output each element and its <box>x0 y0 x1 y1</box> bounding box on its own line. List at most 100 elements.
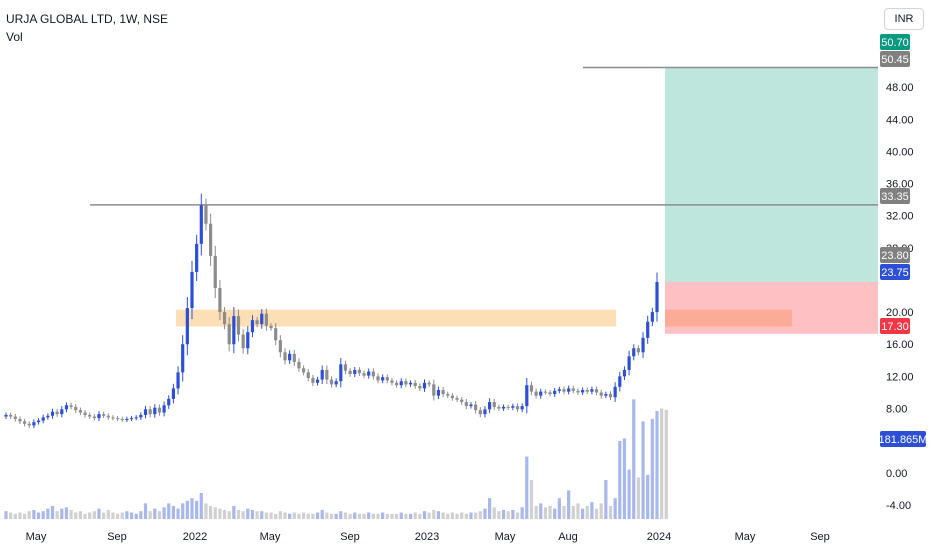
candle <box>222 312 227 325</box>
candle <box>478 410 482 415</box>
volume-bar <box>646 474 650 519</box>
candle <box>367 371 371 376</box>
candle <box>483 409 487 415</box>
volume-bar <box>427 512 431 519</box>
x-tick-label: May <box>260 531 281 543</box>
candle <box>264 313 268 326</box>
volume-bar <box>92 511 96 519</box>
volume-bar <box>525 456 529 519</box>
volume-bar <box>590 502 594 519</box>
candle <box>143 409 148 415</box>
candle <box>18 418 22 422</box>
volume-bar <box>23 513 27 519</box>
volume-bar <box>297 513 301 519</box>
candle <box>241 334 245 349</box>
x-tick-label: May <box>26 531 47 543</box>
candle <box>539 391 543 396</box>
candle <box>622 369 627 377</box>
volume-bar <box>18 512 22 519</box>
price-tag <box>880 318 910 334</box>
volume-bar <box>134 513 138 519</box>
volume-bar <box>641 421 645 519</box>
support-zone <box>176 309 616 327</box>
volume-bar <box>567 490 571 519</box>
candle <box>446 394 450 396</box>
volume-bar <box>343 512 348 519</box>
volume-bar <box>264 512 268 519</box>
x-tick-label: Sep <box>107 531 127 543</box>
candle <box>148 409 152 415</box>
currency-button[interactable]: INR <box>884 8 924 30</box>
candle <box>353 369 357 374</box>
candle <box>585 390 589 392</box>
y-tick-label: -4.00 <box>886 500 911 512</box>
volume-bar <box>218 508 222 519</box>
candle <box>227 324 231 345</box>
price-tag-label: 23.80 <box>881 250 909 262</box>
volume-bar <box>153 508 157 519</box>
candle <box>608 394 613 398</box>
volume-bar <box>362 513 366 519</box>
y-tick-label: 32.00 <box>886 211 914 223</box>
volume-bar <box>655 411 659 519</box>
volume-bar <box>325 512 329 519</box>
volume-bar <box>553 508 557 519</box>
candle <box>567 388 571 392</box>
volume-bar <box>618 441 622 519</box>
volume-bar <box>199 493 203 519</box>
volume-bar <box>399 512 403 519</box>
candle <box>297 361 301 369</box>
candle <box>511 406 515 408</box>
candle <box>376 376 380 381</box>
candle <box>181 344 185 373</box>
volume-bar <box>185 500 189 519</box>
volume-bar <box>418 513 422 519</box>
candle <box>399 381 403 386</box>
candle <box>176 372 180 389</box>
candle <box>460 399 464 403</box>
volume-bar <box>581 508 585 519</box>
volume-bar <box>408 513 413 519</box>
volume-bar <box>157 511 162 519</box>
volume-bar <box>148 511 152 519</box>
x-tick-label: 2022 <box>183 531 207 543</box>
candle <box>106 415 110 418</box>
candle <box>422 382 427 389</box>
candle <box>571 388 575 391</box>
volume-bar <box>278 511 282 519</box>
candle <box>329 379 334 385</box>
volume-bar <box>139 511 143 519</box>
volume-bar <box>241 511 245 519</box>
price-tag-label: 23.75 <box>881 267 909 279</box>
candle <box>55 411 59 415</box>
volume-bar <box>120 512 124 519</box>
candle <box>343 364 348 371</box>
volume-bar <box>78 511 82 519</box>
y-tick-label: 16.00 <box>886 339 914 351</box>
volume-bar <box>167 503 171 519</box>
candle <box>590 389 594 392</box>
volume-bar <box>506 511 510 519</box>
candle <box>36 420 41 423</box>
candle <box>162 405 166 413</box>
volume-bar <box>353 512 357 519</box>
volume-bar <box>222 509 227 519</box>
x-tick-label: May <box>735 531 756 543</box>
volume-bar <box>209 506 213 519</box>
candle <box>102 414 106 416</box>
candle <box>209 223 213 256</box>
y-tick-label: 40.00 <box>886 146 914 158</box>
volume-bar <box>97 508 101 519</box>
candle <box>357 369 361 374</box>
volume-bar <box>106 509 110 519</box>
volume-bar <box>446 513 450 519</box>
volume-bar <box>460 512 464 519</box>
candle <box>557 389 561 391</box>
candle <box>167 398 171 406</box>
volume-bar <box>385 513 389 519</box>
candle <box>408 382 413 385</box>
price-tag-label: 181.865M <box>879 434 928 446</box>
candle <box>455 398 459 400</box>
candle <box>543 391 547 393</box>
